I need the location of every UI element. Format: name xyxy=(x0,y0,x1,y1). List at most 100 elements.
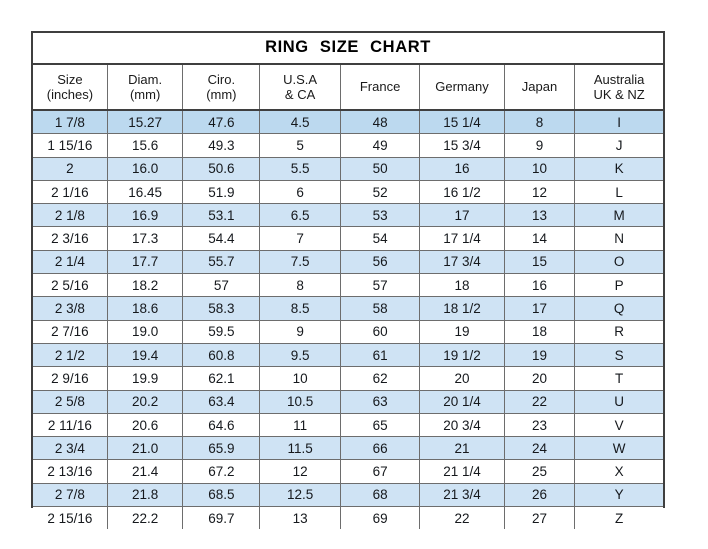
cell-r7-c2: 57 xyxy=(182,273,261,298)
cell-r8-c4: 58 xyxy=(339,296,421,321)
cell-r6-c4: 56 xyxy=(339,249,421,275)
cell-r3-c2: 51.9 xyxy=(182,179,261,205)
cell-r16-c1: 21.8 xyxy=(106,482,184,508)
cell-r4-c3: 6.5 xyxy=(259,203,341,228)
column-header-line2: (inches) xyxy=(46,87,94,102)
table-row: 2 3/4 21.0 65.9 11.5 66 21 24 W xyxy=(33,436,663,461)
cell-r9-c0: 2 7/16 xyxy=(33,319,108,344)
cell-r10-c4: 61 xyxy=(339,342,421,368)
cell-r15-c5: 21 1/4 xyxy=(419,459,505,484)
cell-r12-c7: U xyxy=(574,389,663,414)
table-row: 2 13/16 21.4 67.2 12 67 21 1/4 25 X xyxy=(33,459,663,484)
table-row: 2 7/8 21.8 68.5 12.5 68 21 3/4 26 Y xyxy=(33,482,663,508)
cell-r9-c6: 18 xyxy=(503,319,576,344)
cell-r17-c2: 69.7 xyxy=(182,506,261,530)
cell-r3-c5: 16 1/2 xyxy=(419,179,505,205)
cell-r14-c4: 66 xyxy=(339,436,421,461)
cell-r12-c2: 63.4 xyxy=(182,389,261,414)
cell-r9-c1: 19.0 xyxy=(106,319,184,344)
column-header-line2: (mm) xyxy=(129,87,161,102)
cell-r9-c5: 19 xyxy=(419,319,505,344)
cell-r2-c7: K xyxy=(574,156,663,181)
cell-r9-c7: R xyxy=(574,319,663,344)
cell-r15-c1: 21.4 xyxy=(106,459,184,484)
cell-r1-c5: 15 3/4 xyxy=(419,133,505,158)
column-header-0: Size (inches) xyxy=(33,63,108,111)
cell-r0-c5: 15 1/4 xyxy=(419,109,505,135)
cell-r7-c0: 2 5/16 xyxy=(33,273,108,298)
cell-r14-c5: 21 xyxy=(419,436,505,461)
column-header-line2: & CA xyxy=(284,87,316,102)
cell-r11-c6: 20 xyxy=(503,366,576,391)
cell-r17-c0: 2 15/16 xyxy=(33,506,108,530)
cell-r17-c4: 69 xyxy=(339,506,421,530)
cell-r3-c4: 52 xyxy=(339,179,421,205)
cell-r3-c3: 6 xyxy=(259,179,341,205)
column-header-line2: (mm) xyxy=(206,87,237,102)
cell-r6-c0: 2 1/4 xyxy=(33,249,108,275)
cell-r8-c7: Q xyxy=(574,296,663,321)
cell-r17-c3: 13 xyxy=(259,506,341,530)
column-header-3: U.S.A & CA xyxy=(259,63,341,111)
column-header-line1: Australia xyxy=(593,71,645,87)
cell-r0-c1: 15.27 xyxy=(106,109,184,135)
table-row: 1 15/16 15.6 49.3 5 49 15 3/4 9 J xyxy=(33,133,663,158)
cell-r10-c5: 19 1/2 xyxy=(419,342,505,368)
cell-r16-c4: 68 xyxy=(339,482,421,508)
column-header-1: Diam. (mm) xyxy=(106,63,184,111)
cell-r8-c2: 58.3 xyxy=(182,296,261,321)
cell-r12-c4: 63 xyxy=(339,389,421,414)
cell-r0-c6: 8 xyxy=(503,109,576,135)
cell-r14-c7: W xyxy=(574,436,663,461)
column-header-4: France xyxy=(339,63,421,111)
cell-r8-c1: 18.6 xyxy=(106,296,184,321)
cell-r1-c0: 1 15/16 xyxy=(33,133,108,158)
cell-r12-c0: 2 5/8 xyxy=(33,389,108,414)
cell-r10-c7: S xyxy=(574,342,663,368)
cell-r9-c4: 60 xyxy=(339,319,421,344)
cell-r12-c6: 22 xyxy=(503,389,576,414)
column-header-line2: UK & NZ xyxy=(593,87,645,102)
cell-r3-c7: L xyxy=(574,179,663,205)
cell-r3-c1: 16.45 xyxy=(106,179,184,205)
cell-r16-c2: 68.5 xyxy=(182,482,261,508)
cell-r17-c6: 27 xyxy=(503,506,576,530)
table-header-row: Size (inches) Diam. (mm) Ciro. (mm) U.S.A & CA F… xyxy=(33,63,663,111)
cell-r8-c5: 18 1/2 xyxy=(419,296,505,321)
cell-r11-c5: 20 xyxy=(419,366,505,391)
cell-r11-c1: 19.9 xyxy=(106,366,184,391)
cell-r3-c6: 12 xyxy=(503,179,576,205)
cell-r1-c4: 49 xyxy=(339,133,421,158)
cell-r13-c2: 64.6 xyxy=(182,412,261,438)
cell-r9-c2: 59.5 xyxy=(182,319,261,344)
cell-r5-c1: 17.3 xyxy=(106,226,184,251)
cell-r6-c3: 7.5 xyxy=(259,249,341,275)
cell-r11-c2: 62.1 xyxy=(182,366,261,391)
chart-title-row: RING SIZE CHART xyxy=(33,33,663,65)
cell-r11-c7: T xyxy=(574,366,663,391)
cell-r7-c4: 57 xyxy=(339,273,421,298)
table-row: 2 9/16 19.9 62.1 10 62 20 20 T xyxy=(33,366,663,391)
cell-r4-c4: 53 xyxy=(339,203,421,228)
cell-r6-c7: O xyxy=(574,249,663,275)
cell-r5-c0: 2 3/16 xyxy=(33,226,108,251)
table-row: 2 15/16 22.2 69.7 13 69 22 27 Z xyxy=(33,506,663,530)
column-header-2: Ciro. (mm) xyxy=(182,63,261,111)
ring-size-table: RING SIZE CHART Size (inches) Diam. (mm) Cir… xyxy=(33,33,663,530)
cell-r2-c2: 50.6 xyxy=(182,156,261,181)
cell-r14-c2: 65.9 xyxy=(182,436,261,461)
cell-r16-c7: Y xyxy=(574,482,663,508)
cell-r14-c6: 24 xyxy=(503,436,576,461)
cell-r0-c4: 48 xyxy=(339,109,421,135)
chart-title-cell: RING SIZE CHART xyxy=(33,33,663,65)
table-row: 2 1/2 19.4 60.8 9.5 61 19 1/2 19 S xyxy=(33,342,663,368)
cell-r4-c0: 2 1/8 xyxy=(33,203,108,228)
cell-r7-c7: P xyxy=(574,273,663,298)
cell-r14-c1: 21.0 xyxy=(106,436,184,461)
table-row: 2 3/8 18.6 58.3 8.5 58 18 1/2 17 Q xyxy=(33,296,663,321)
cell-r14-c3: 11.5 xyxy=(259,436,341,461)
cell-r15-c3: 12 xyxy=(259,459,341,484)
cell-r6-c2: 55.7 xyxy=(182,249,261,275)
cell-r8-c0: 2 3/8 xyxy=(33,296,108,321)
